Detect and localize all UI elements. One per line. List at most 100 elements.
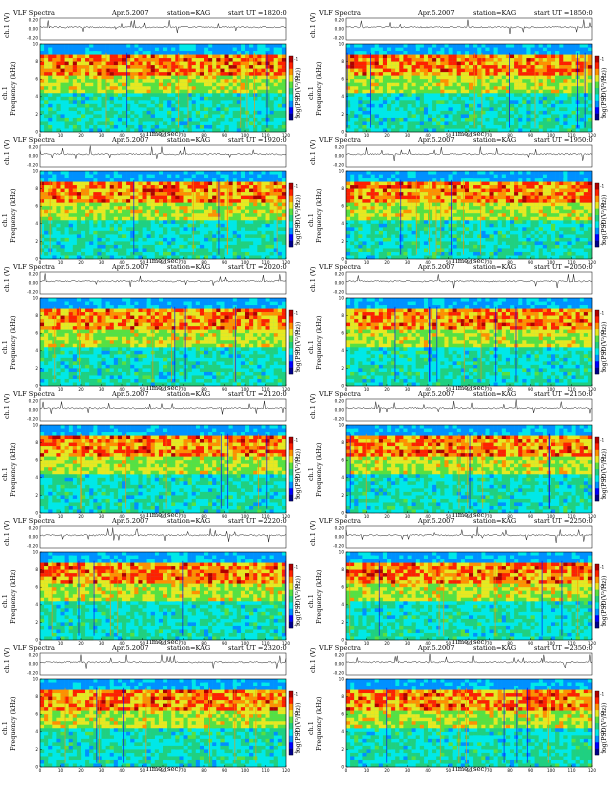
sferic-streak xyxy=(254,52,255,128)
colorbar-swatch xyxy=(289,189,293,196)
panel-header-title: VLF Spectra xyxy=(13,263,55,271)
time-tick-label: 110 xyxy=(568,641,576,646)
sferic-streak xyxy=(473,52,475,128)
sferic-streak xyxy=(109,560,111,636)
colorbar-swatch xyxy=(595,227,599,235)
sferic-streak xyxy=(429,179,431,255)
voltage-trace-line xyxy=(39,273,287,287)
time-tick-label: 110 xyxy=(262,133,270,138)
time-tick-label: 10 xyxy=(58,133,64,138)
sferic-streak xyxy=(234,306,236,382)
colorbar-tick-label: -5 xyxy=(294,603,299,608)
time-tick-label: 10 xyxy=(58,514,64,519)
panel-header-start-ut: start UT =1950:0 xyxy=(534,136,593,144)
time-tick-label: 110 xyxy=(568,514,576,519)
time-tick-label: 70 xyxy=(181,641,187,646)
colorbar-swatch xyxy=(289,227,293,235)
colorbar-swatch xyxy=(289,75,293,82)
panel-header-start-ut: start UT =1820:0 xyxy=(228,9,287,17)
time-tick-label: 20 xyxy=(384,133,390,138)
panel-header-station: station=KAG xyxy=(473,136,517,144)
colorbar xyxy=(289,56,293,121)
frequency-tick-label: 4 xyxy=(35,602,38,607)
time-tick-label: 120 xyxy=(588,387,596,392)
time-tick-label: 40 xyxy=(119,514,125,519)
colorbar-tick-label: -5 xyxy=(600,603,605,608)
sferic-streak xyxy=(465,687,467,763)
spectrogram-cells xyxy=(346,44,593,133)
colorbar-tick-label: -5 xyxy=(600,476,605,481)
colorbar-swatch xyxy=(289,564,293,571)
spectrogram-panel-1920-0: VLF Spectra Apr.5.2007 station=KAG start UT… xyxy=(0,133,306,265)
time-tick-label: 10 xyxy=(364,133,370,138)
voltage-trace-frame xyxy=(39,17,287,41)
time-tick-label: 50 xyxy=(446,387,452,392)
panel-header-station: station=KAG xyxy=(473,9,517,17)
time-tick-label: 90 xyxy=(528,768,534,773)
voltage-tick-label: 0.20 xyxy=(335,271,345,276)
time-tick-label: 10 xyxy=(58,387,64,392)
voltage-trace-line xyxy=(39,145,287,159)
sferic-streak xyxy=(40,179,42,255)
voltage-tick-label: 0.00 xyxy=(335,661,345,666)
voltage-trace-frame xyxy=(345,652,593,676)
colorbar-tick-label: -1 xyxy=(294,310,299,315)
sferic-streak xyxy=(178,52,179,128)
time-tick-label: 80 xyxy=(201,768,207,773)
voltage-tick-label: 0.20 xyxy=(335,144,345,149)
panel-header-title: VLF Spectra xyxy=(13,136,55,144)
sferic-streak xyxy=(145,687,147,763)
spectrogram-panel-2120-0: VLF Spectra Apr.5.2007 station=KAG start UT… xyxy=(0,387,306,519)
spectrogram-cells xyxy=(40,171,287,260)
panel-header-date: Apr.5.2007 xyxy=(418,136,455,144)
colorbar-swatch xyxy=(289,469,293,476)
colorbar-swatch xyxy=(595,723,599,730)
frequency-tick-label: 4 xyxy=(341,94,344,99)
frequency-tick-label: 6 xyxy=(341,204,344,209)
colorbar-swatch xyxy=(289,443,293,450)
voltage-trace-line xyxy=(39,400,287,415)
time-tick-label: 90 xyxy=(528,260,534,265)
colorbar-swatch xyxy=(595,310,599,317)
frequency-tick-label: 8 xyxy=(341,440,344,445)
colorbar-swatch xyxy=(595,589,599,597)
sferic-streak xyxy=(152,306,154,382)
panel-header-title: VLF Spectra xyxy=(319,136,361,144)
colorbar-frame xyxy=(594,563,600,629)
spectrogram-cells xyxy=(40,425,287,514)
frequency-tick-label: 6 xyxy=(341,712,344,717)
time-tick-label: 50 xyxy=(140,641,146,646)
time-tick-label: 30 xyxy=(99,641,105,646)
colorbar-frame xyxy=(288,690,294,756)
spectrogram-panel-2020-0: VLF Spectra Apr.5.2007 station=KAG start UT… xyxy=(0,260,306,392)
voltage-trace-frame xyxy=(39,652,287,676)
time-tick-label: 100 xyxy=(547,260,555,265)
sferic-streak xyxy=(227,433,229,509)
time-tick-label: 80 xyxy=(507,514,513,519)
sferic-streak xyxy=(105,52,107,128)
sferic-streak xyxy=(276,179,278,255)
time-tick-label: 80 xyxy=(201,133,207,138)
time-tick-label: 0 xyxy=(345,260,348,265)
panel-header-station: station=KAG xyxy=(167,390,211,398)
voltage-trace-frame xyxy=(39,144,287,168)
time-tick-label: 120 xyxy=(282,768,290,773)
sferic-streak xyxy=(458,687,460,763)
voltage-tick-label: -0.20 xyxy=(27,162,38,167)
colorbar-swatch xyxy=(289,348,293,355)
frequency-tick-label: 4 xyxy=(35,475,38,480)
frequency-tick-label: 6 xyxy=(35,204,38,209)
colorbar-tick-label: -7 xyxy=(600,622,605,627)
spectrogram-panel-1950-0: VLF Spectra Apr.5.2007 station=KAG start UT… xyxy=(306,133,612,265)
time-tick-label: 80 xyxy=(201,260,207,265)
time-tick-label: 110 xyxy=(262,260,270,265)
frequency-tick-label: 8 xyxy=(35,186,38,191)
time-axis-label: Time (sec) xyxy=(145,765,181,773)
colorbar-swatch xyxy=(289,202,293,209)
time-tick-label: 10 xyxy=(364,387,370,392)
colorbar-swatch xyxy=(595,68,599,76)
sferic-streak xyxy=(428,306,430,382)
time-tick-label: 10 xyxy=(364,514,370,519)
